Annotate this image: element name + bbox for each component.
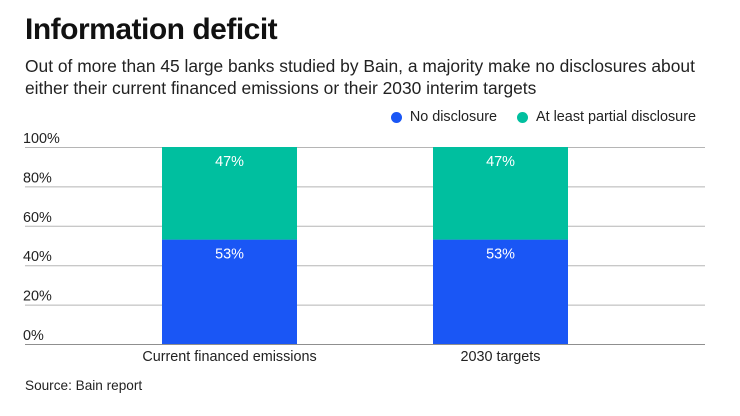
chart-subtitle: Out of more than 45 large banks studied … — [25, 56, 695, 98]
data-label: 53% — [215, 247, 244, 263]
data-label: 47% — [486, 154, 515, 170]
source-note: Source: Bain report — [25, 378, 143, 393]
bar-segment — [433, 147, 568, 240]
legend-label-partial-disclosure: At least partial disclosure — [536, 109, 696, 125]
legend-swatch-no-disclosure — [390, 111, 402, 123]
y-tick-label: 80% — [23, 170, 52, 186]
legend-swatch-partial-disclosure — [517, 111, 529, 123]
x-category-label: 2030 targets — [460, 349, 540, 365]
bar-segment — [433, 239, 568, 344]
data-label: 53% — [486, 247, 515, 263]
legend: No disclosure At least partial disclosur… — [371, 109, 696, 125]
bar-segment — [162, 239, 297, 344]
x-category-label: Current financed emissions — [142, 349, 316, 365]
legend-item-no-disclosure: No disclosure — [390, 109, 498, 125]
y-tick-label: 40% — [23, 249, 52, 265]
legend-item-partial-disclosure: At least partial disclosure — [517, 109, 696, 125]
bar-segment — [162, 147, 297, 240]
y-tick-label: 20% — [23, 289, 52, 305]
data-label: 47% — [215, 154, 244, 170]
y-tick-label: 100% — [23, 131, 60, 147]
y-tick-label: 0% — [23, 328, 44, 344]
legend-label-no-disclosure: No disclosure — [409, 109, 498, 125]
y-tick-label: 60% — [23, 210, 52, 226]
chart-title: Information deficit — [25, 13, 278, 46]
